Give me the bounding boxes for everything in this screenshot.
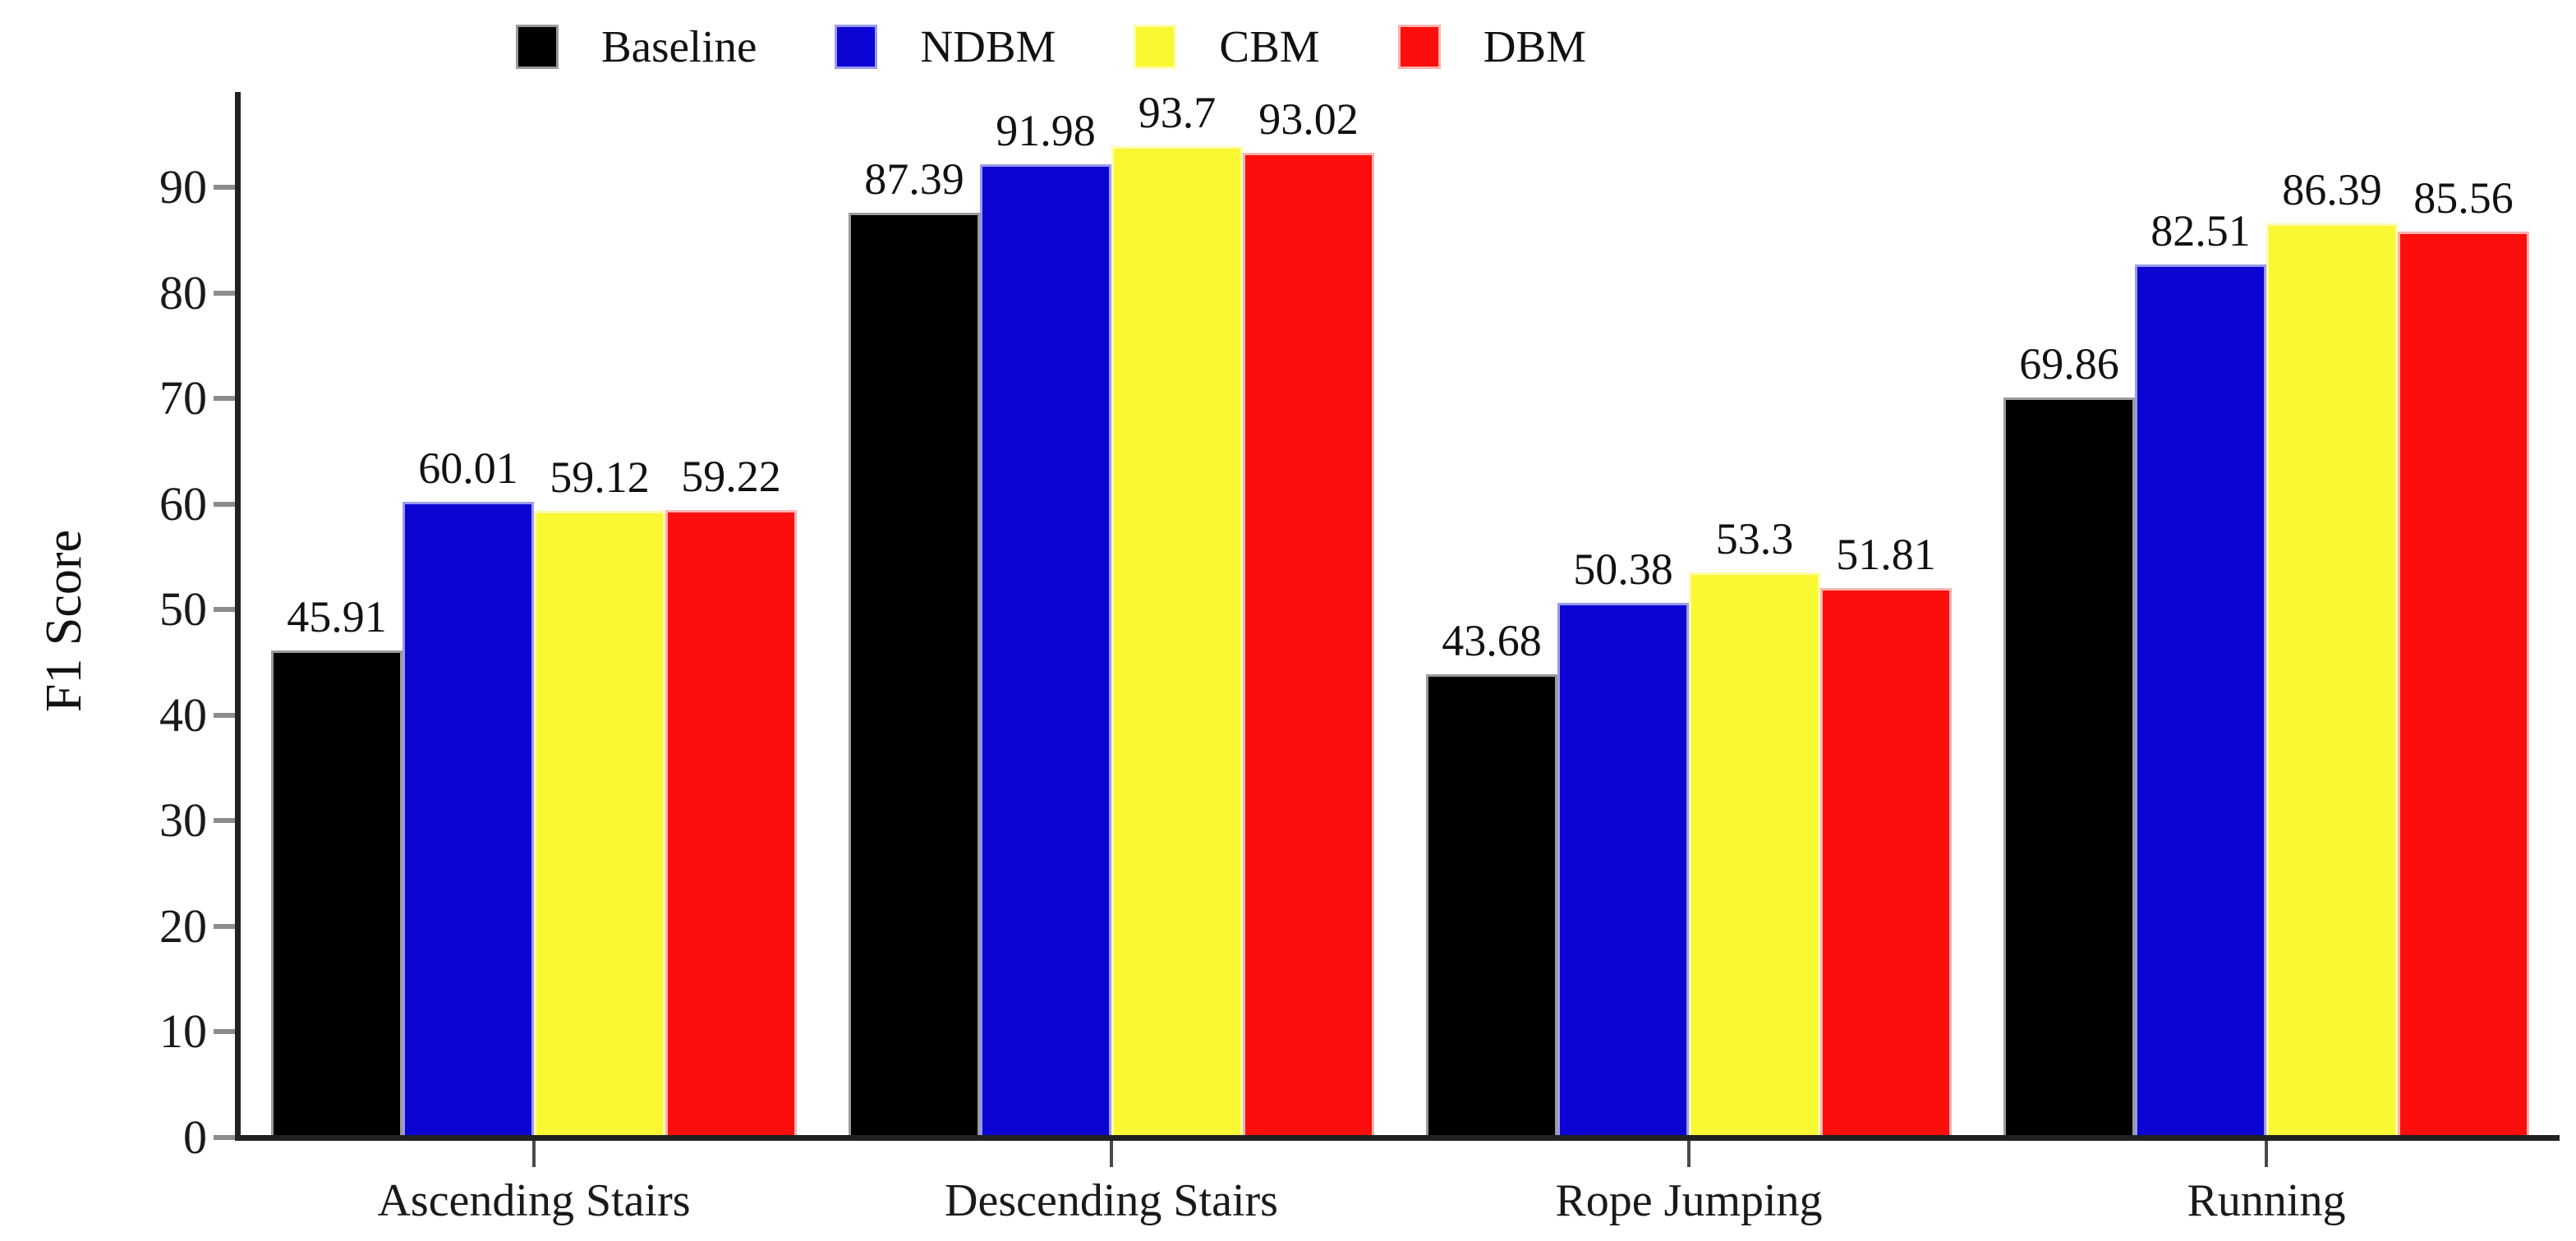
bar-value-label: 59.12 (550, 453, 650, 503)
legend-swatch-icon (1134, 25, 1177, 69)
bar-value-label: 53.3 (1715, 513, 1794, 563)
x-category-label: Ascending Stairs (377, 1175, 691, 1226)
bar-value-label: 43.68 (1442, 615, 1542, 665)
bar-cbm-rope-jumping (1689, 572, 1820, 1135)
y-tick-label: 20 (159, 899, 207, 953)
bar-value-label: 45.91 (287, 591, 387, 641)
bar-dbm-running (2398, 232, 2529, 1135)
bar-value-label: 91.98 (996, 105, 1096, 155)
bar-dbm-descending-stairs (1243, 153, 1374, 1135)
y-tick-label: 70 (159, 371, 207, 425)
y-tick-label: 40 (159, 687, 207, 742)
y-tick-mark (214, 923, 235, 929)
bar-cbm-running (2266, 223, 2398, 1135)
y-tick-label: 60 (159, 476, 207, 531)
bar-dbm-rope-jumping (1820, 588, 1952, 1135)
x-category-label: Descending Stairs (945, 1175, 1278, 1226)
legend-label: NDBM (920, 21, 1056, 71)
bar-value-label: 85.56 (2413, 173, 2514, 223)
bar-value-label: 59.22 (681, 451, 781, 501)
bar-cbm-descending-stairs (1111, 145, 1243, 1135)
y-tick-mark (214, 501, 235, 507)
y-tick-label: 30 (159, 793, 207, 848)
x-category-label: Rope Jumping (1555, 1175, 1823, 1226)
bar-baseline-ascending-stairs (271, 650, 402, 1135)
x-tick-mark (2265, 1141, 2268, 1167)
y-tick-mark (214, 1135, 235, 1140)
y-tick-mark (214, 396, 235, 402)
y-tick-label: 10 (159, 1004, 207, 1059)
y-tick-label: 90 (159, 160, 207, 214)
legend-swatch-icon (1397, 25, 1441, 69)
x-tick-mark (1687, 1141, 1690, 1167)
bar-value-label: 51.81 (1836, 530, 1936, 580)
y-tick-label: 80 (159, 265, 207, 319)
x-tick-mark (532, 1141, 536, 1167)
bar-baseline-running (2003, 398, 2135, 1135)
legend-item-baseline: Baseline (516, 23, 757, 71)
bar-ndbm-descending-stairs (980, 163, 1111, 1135)
y-tick-mark (214, 1029, 235, 1035)
legend-label: CBM (1219, 21, 1320, 71)
y-tick-mark (214, 607, 235, 613)
bar-baseline-descending-stairs (849, 212, 980, 1135)
bar-ndbm-rope-jumping (1557, 603, 1689, 1135)
y-tick-mark (214, 290, 235, 296)
y-tick-label: 0 (183, 1110, 207, 1164)
bar-value-label: 82.51 (2150, 205, 2251, 255)
bar-baseline-rope-jumping (1426, 673, 1557, 1135)
y-tick-mark (214, 712, 235, 718)
legend-item-cbm: CBM (1134, 21, 1320, 71)
bar-value-label: 87.39 (864, 154, 964, 204)
bar-value-label: 93.02 (1258, 94, 1359, 145)
bar-ndbm-ascending-stairs (402, 501, 534, 1135)
bar-cbm-ascending-stairs (534, 511, 665, 1135)
bar-value-label: 86.39 (2282, 164, 2382, 214)
bar-ndbm-running (2135, 264, 2266, 1135)
y-tick-mark (214, 185, 235, 191)
x-category-label: Running (2187, 1175, 2346, 1226)
legend-item-ndbm: NDBM (835, 23, 1056, 71)
legend-swatch-icon (516, 25, 559, 69)
x-tick-mark (1110, 1141, 1113, 1167)
y-tick-label: 50 (159, 582, 207, 637)
bar-value-label: 93.7 (1138, 87, 1217, 137)
x-axis-line (235, 1135, 2560, 1141)
chart-legend: Baseline NDBM CBM DBM (516, 23, 1586, 71)
bar-dbm-ascending-stairs (665, 509, 797, 1135)
legend-swatch-icon (835, 25, 878, 69)
legend-item-dbm: DBM (1397, 21, 1587, 71)
y-axis-line (235, 92, 241, 1141)
legend-label: Baseline (601, 21, 757, 71)
legend-label: DBM (1483, 21, 1587, 71)
bar-value-label: 50.38 (1573, 545, 1673, 595)
y-tick-mark (214, 818, 235, 824)
bar-value-label: 69.86 (2019, 339, 2119, 389)
bar-value-label: 60.01 (418, 443, 518, 493)
